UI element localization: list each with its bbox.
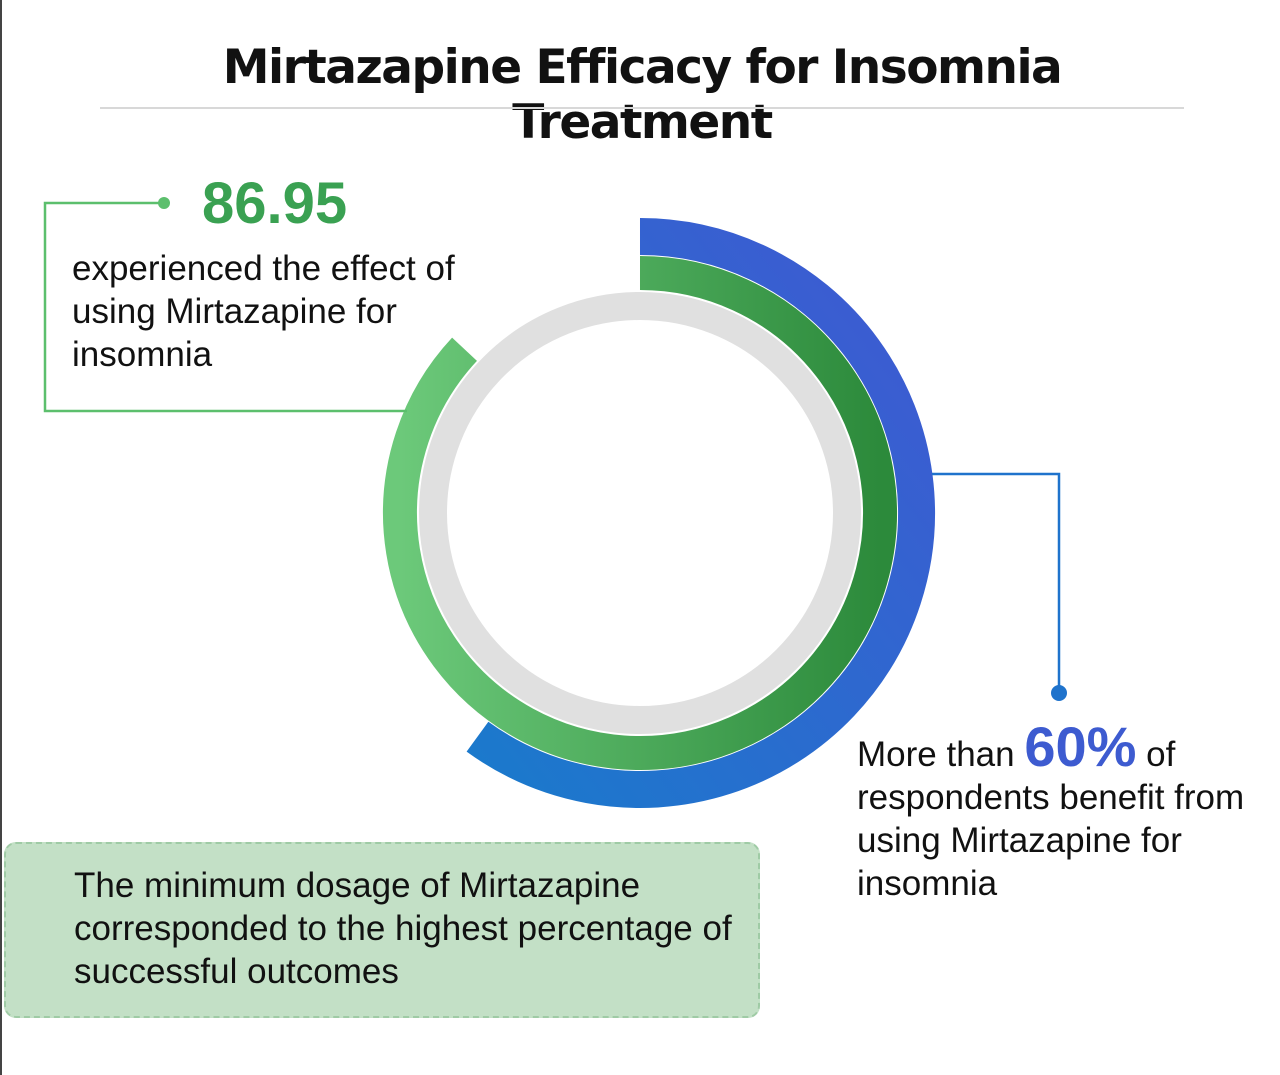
blue-arc-60 bbox=[466, 218, 935, 808]
right-connector-dot bbox=[1051, 685, 1067, 701]
right-suffix: of bbox=[1146, 735, 1176, 774]
right-description: More than 60% of respondents benefit fro… bbox=[857, 719, 1277, 905]
right-connector-line bbox=[932, 472, 1061, 693]
page-title: Mirtazapine Efficacy for Insomnia Treatm… bbox=[222, 40, 1063, 150]
blue-value: 60% bbox=[1024, 715, 1137, 778]
title-divider bbox=[100, 107, 1184, 109]
left-connector-dot bbox=[158, 197, 170, 209]
green-arc-86-95 bbox=[383, 256, 897, 770]
track-ring bbox=[419, 292, 861, 734]
green-value: 86.95 bbox=[202, 171, 348, 236]
right-text: respondents benefit from using Mirtazapi… bbox=[857, 778, 1245, 903]
left-connector-line bbox=[43, 201, 407, 413]
note-box: The minimum dosage of Mirtazapine corres… bbox=[4, 842, 760, 1018]
left-description: experienced the effect of using Mirtazap… bbox=[72, 249, 455, 374]
right-prefix: More than bbox=[857, 735, 1015, 774]
